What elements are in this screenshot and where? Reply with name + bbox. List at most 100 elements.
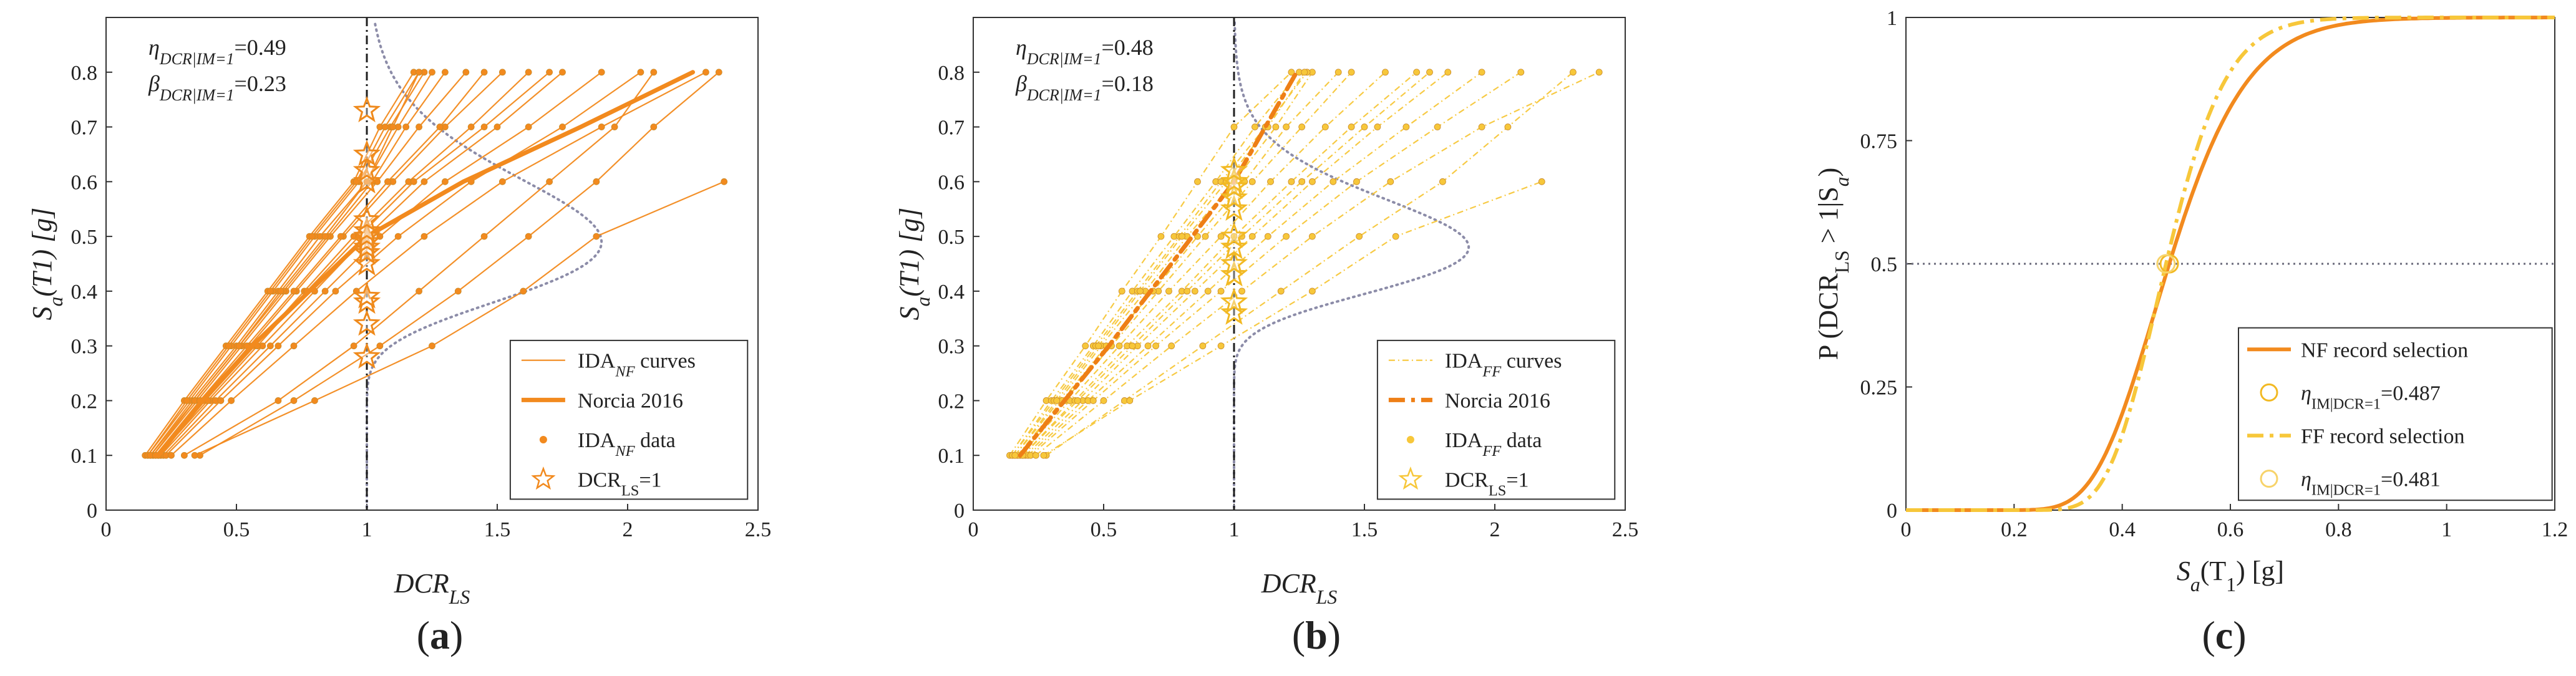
- ida-data-point: [1095, 342, 1102, 350]
- ida-data-point: [1298, 123, 1306, 130]
- legend-norcia-2016-label: Norcia 2016: [1445, 389, 1550, 412]
- ida-data-point: [1053, 397, 1061, 404]
- ida-data-point: [520, 287, 527, 295]
- dcr-ls-star: [352, 309, 381, 336]
- ida-data-point: [1288, 69, 1295, 76]
- ida-data-point: [266, 342, 274, 350]
- ida-data-point: [1321, 123, 1329, 130]
- dcr-ls-star: [352, 282, 381, 309]
- y-tick-label: 0.4: [938, 281, 965, 304]
- ida-data-point: [1040, 451, 1047, 459]
- ida-data-point: [442, 178, 449, 185]
- x-tick-label: 1: [2441, 518, 2452, 541]
- ida-data-point: [1478, 69, 1485, 76]
- legend-ida-curves-label: IDANF curves: [578, 350, 696, 380]
- ida-curve: [1022, 71, 1431, 456]
- ida-data-point: [429, 342, 435, 350]
- ida-data-point: [275, 397, 282, 404]
- ida-data-point: [376, 342, 384, 350]
- ida-data-point: [1252, 123, 1258, 130]
- ida-data-point: [546, 69, 553, 76]
- ida-data-point: [1248, 233, 1256, 240]
- ida-data-point: [1348, 69, 1355, 76]
- dcr-ls-star: [1220, 183, 1248, 210]
- ida-data-point: [1413, 69, 1421, 76]
- ida-data-point: [1129, 342, 1136, 350]
- ida-data-point: [559, 69, 566, 76]
- ida-curve: [1011, 72, 1300, 456]
- ida-data-point: [183, 397, 190, 404]
- ida-data-point: [1308, 178, 1316, 185]
- ida-data-point: [228, 397, 235, 404]
- ida-data-point: [290, 287, 298, 295]
- norcia-2016-curve: [1018, 70, 1299, 458]
- x-tick-label: 0: [1901, 518, 1912, 541]
- plot-frame: [973, 17, 1626, 511]
- ida-data-point: [1089, 397, 1097, 404]
- x-tick-label: 1: [362, 518, 372, 541]
- y-tick-label: 1: [1887, 7, 1897, 30]
- ida-data-point: [1439, 178, 1446, 185]
- ida-data-point: [308, 233, 316, 240]
- ida-data-point: [191, 451, 198, 459]
- y-tick-label: 0.8: [71, 62, 98, 85]
- ida-curve: [1035, 71, 1600, 456]
- y-tick-label: 0.5: [1871, 253, 1898, 276]
- x-tick-label: 1.2: [2542, 518, 2569, 541]
- ida-data-point: [1126, 397, 1134, 404]
- ida-data-point: [1204, 287, 1212, 295]
- dcr-ls-star: [1220, 156, 1248, 183]
- ida-data-point: [311, 397, 318, 404]
- ida-data-point: [467, 123, 475, 130]
- ida-curve: [1014, 72, 1313, 456]
- ida-data-point: [1356, 233, 1363, 240]
- y-tick-label: 0.3: [938, 336, 965, 359]
- x-tick-label: 1: [1229, 518, 1240, 541]
- x-tick-label: 1.5: [484, 518, 511, 541]
- dcr-ls-star: [352, 156, 381, 183]
- y-tick-label: 0.1: [71, 445, 98, 468]
- ida-data-point: [1392, 233, 1399, 240]
- ida-curve: [1017, 72, 1339, 456]
- x-tick-label: 0.6: [2217, 518, 2244, 541]
- ida-curve: [1022, 71, 1417, 456]
- ida-data-point: [394, 233, 402, 240]
- legend-ff-label: FF record selection: [2301, 425, 2465, 448]
- ida-data-point: [1288, 178, 1295, 185]
- ida-data-point: [381, 123, 389, 130]
- x-tick-label: 0.5: [1091, 518, 1117, 541]
- panel-a: 0 0.5 1 1.5 2 2.5 0 0.1 0.2 0.3 0.4 0.5 0.6 0.7 0.8 DCR…: [27, 17, 771, 608]
- norcia-2016-curve: [156, 70, 695, 458]
- ida-curve: [147, 72, 420, 456]
- ida-curve: [144, 72, 415, 456]
- y-tick-label: 0.2: [938, 390, 965, 413]
- ida-data-point: [480, 123, 488, 130]
- dcr-ls-star: [352, 342, 381, 369]
- dcr-ls-star: [352, 205, 381, 232]
- legend-ida-curves-label: IDAFF curves: [1445, 350, 1562, 380]
- dcr-ls-star: [352, 140, 381, 167]
- ida-curve: [1030, 71, 1522, 456]
- legend-box: [509, 339, 749, 500]
- y-tick-label: 0: [87, 500, 97, 523]
- dcr-ls-star: [1220, 233, 1248, 259]
- dcr-ls-star: [1220, 194, 1248, 221]
- y-tick-label: 0.3: [71, 336, 98, 359]
- ida-data-point: [1267, 178, 1274, 185]
- ida-data-point: [498, 69, 506, 76]
- y-tick-label: 0.1: [938, 445, 965, 468]
- plot-frame: [105, 17, 759, 511]
- x-tick-label: 2: [623, 518, 633, 541]
- median-marker: [2156, 254, 2176, 274]
- ida-curve: [150, 72, 433, 456]
- ida-data-point: [384, 178, 391, 185]
- ida-data-point: [1283, 233, 1290, 240]
- ida-data-point: [321, 287, 329, 295]
- ida-data-point: [1444, 69, 1452, 76]
- ida-data-point: [1179, 233, 1185, 240]
- ida-data-point: [1301, 69, 1308, 76]
- ida-data-point: [402, 123, 410, 130]
- ida-data-point: [454, 287, 462, 295]
- ida-curve: [194, 181, 725, 456]
